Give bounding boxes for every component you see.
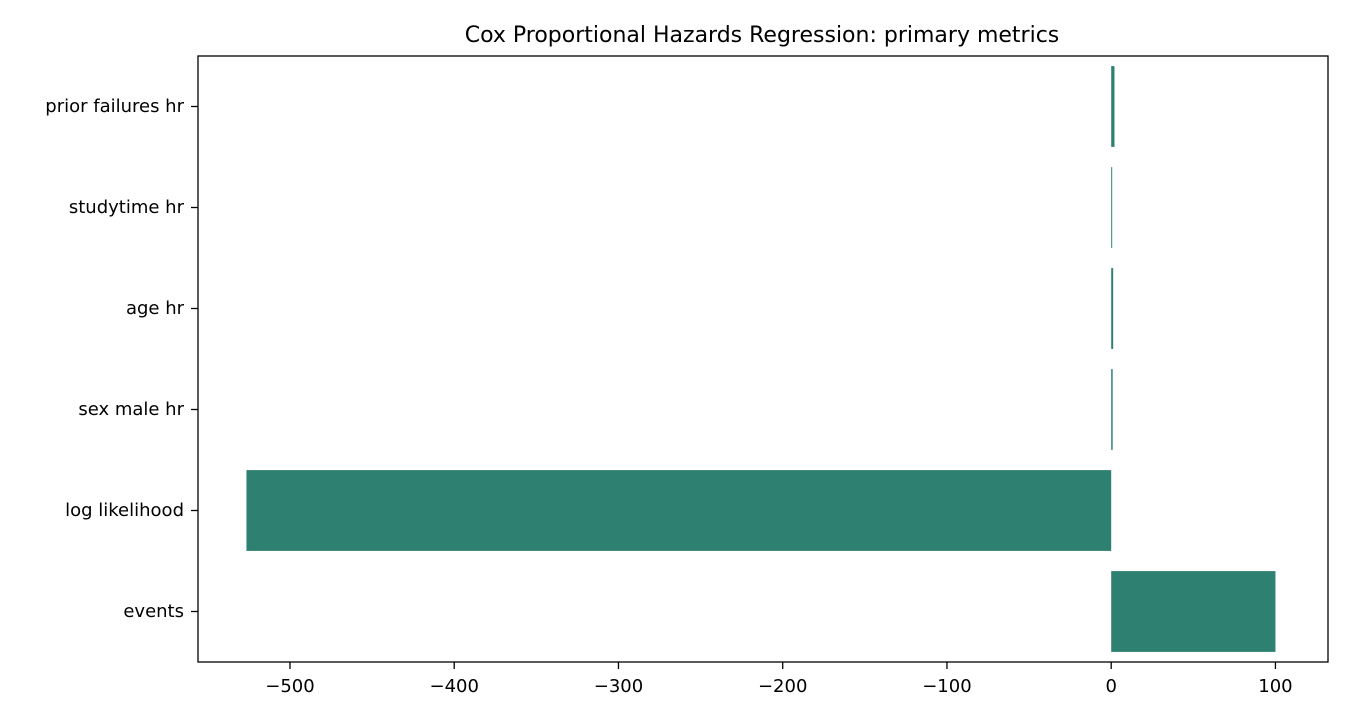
chart-title: Cox Proportional Hazards Regression: pri… xyxy=(465,23,1060,48)
bar-studytime-hr xyxy=(1111,167,1113,248)
bar-log-likelihood xyxy=(246,470,1112,551)
bar-age-hr xyxy=(1111,268,1114,349)
y-tick-label: events xyxy=(123,601,184,622)
bar-events xyxy=(1111,571,1276,652)
bar-prior-failures-hr xyxy=(1111,66,1115,147)
plot-frame xyxy=(197,55,1329,663)
x-tick-label: −500 xyxy=(265,676,314,697)
x-tick-label: −100 xyxy=(922,676,971,697)
x-axis: −500 −400 −300 −200 −100 0 100 xyxy=(265,662,1293,697)
y-tick-label: studytime hr xyxy=(69,197,185,218)
x-tick-label: −300 xyxy=(594,676,643,697)
x-tick-label: 100 xyxy=(1258,676,1292,697)
y-axis: events log likelihood sex male hr age hr stu… xyxy=(45,96,198,622)
y-tick-label: sex male hr xyxy=(78,399,184,420)
x-tick-label: 0 xyxy=(1105,676,1116,697)
y-tick-label: log likelihood xyxy=(65,500,184,521)
bars-group xyxy=(246,66,1276,652)
x-tick-label: −200 xyxy=(758,676,807,697)
x-tick-label: −400 xyxy=(429,676,478,697)
y-tick-label: prior failures hr xyxy=(45,96,184,117)
bar-sex-male-hr xyxy=(1111,369,1113,450)
y-tick-label: age hr xyxy=(126,298,185,319)
